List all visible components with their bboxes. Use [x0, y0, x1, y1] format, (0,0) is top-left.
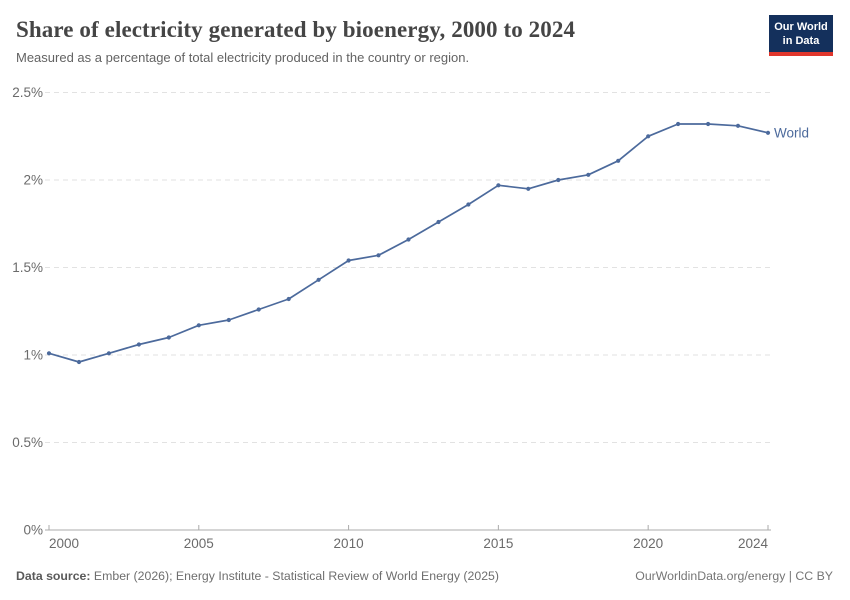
- owid-logo-line1: Our World: [774, 21, 828, 33]
- owid-logo: Our World in Data: [769, 15, 833, 57]
- x-tick-label: 2000: [49, 536, 79, 551]
- y-tick-label: 1.5%: [12, 260, 43, 275]
- data-point[interactable]: [196, 323, 201, 328]
- x-tick-label: 2024: [738, 536, 769, 551]
- data-point[interactable]: [676, 121, 681, 127]
- data-point[interactable]: [316, 277, 321, 282]
- data-point[interactable]: [346, 258, 351, 263]
- data-point[interactable]: [46, 351, 52, 356]
- data-point[interactable]: [106, 351, 111, 356]
- data-point[interactable]: [256, 307, 261, 312]
- data-point[interactable]: [466, 202, 471, 207]
- data-point[interactable]: [616, 158, 621, 163]
- x-tick-label: 2020: [633, 536, 663, 551]
- data-point[interactable]: [76, 359, 82, 365]
- data-point[interactable]: [286, 296, 291, 302]
- data-point[interactable]: [706, 121, 711, 127]
- x-tick-label: 2005: [184, 536, 214, 551]
- chart-subtitle: Measured as a percentage of total electr…: [16, 50, 470, 65]
- data-source-text: Ember (2026); Energy Institute - Statist…: [93, 569, 499, 583]
- x-tick-label: 2010: [334, 536, 364, 551]
- y-tick-label: 0.5%: [12, 435, 43, 450]
- y-tick-label: 1%: [23, 348, 43, 363]
- data-source-label: Data source:: [16, 569, 91, 583]
- data-point[interactable]: [765, 130, 771, 135]
- series-end-label[interactable]: World: [774, 125, 809, 140]
- data-source-note: Data source: Ember (2026); Energy Instit…: [16, 569, 499, 583]
- data-point[interactable]: [166, 335, 171, 340]
- y-tick-label: 2%: [23, 173, 43, 188]
- data-point[interactable]: [496, 183, 501, 188]
- data-point[interactable]: [526, 186, 531, 191]
- chart-title: Share of electricity generated by bioene…: [16, 17, 576, 42]
- data-point[interactable]: [735, 123, 741, 128]
- data-point[interactable]: [406, 237, 411, 242]
- data-point[interactable]: [226, 317, 231, 323]
- y-tick-label: 2.5%: [12, 85, 43, 100]
- chart-footer: Data source: Ember (2026); Energy Instit…: [16, 569, 833, 583]
- data-point[interactable]: [136, 342, 141, 347]
- owid-logo-line2: in Data: [782, 35, 820, 48]
- y-tick-label: 0%: [23, 523, 43, 538]
- footer-link[interactable]: OurWorldinData.org/energy | CC BY: [635, 569, 833, 583]
- data-point[interactable]: [586, 172, 591, 177]
- series-line-world[interactable]: [48, 123, 769, 363]
- x-tick-label: 2015: [483, 536, 513, 551]
- data-point[interactable]: [556, 177, 561, 183]
- data-point[interactable]: [646, 134, 651, 139]
- data-point[interactable]: [376, 253, 381, 258]
- data-point[interactable]: [436, 219, 441, 225]
